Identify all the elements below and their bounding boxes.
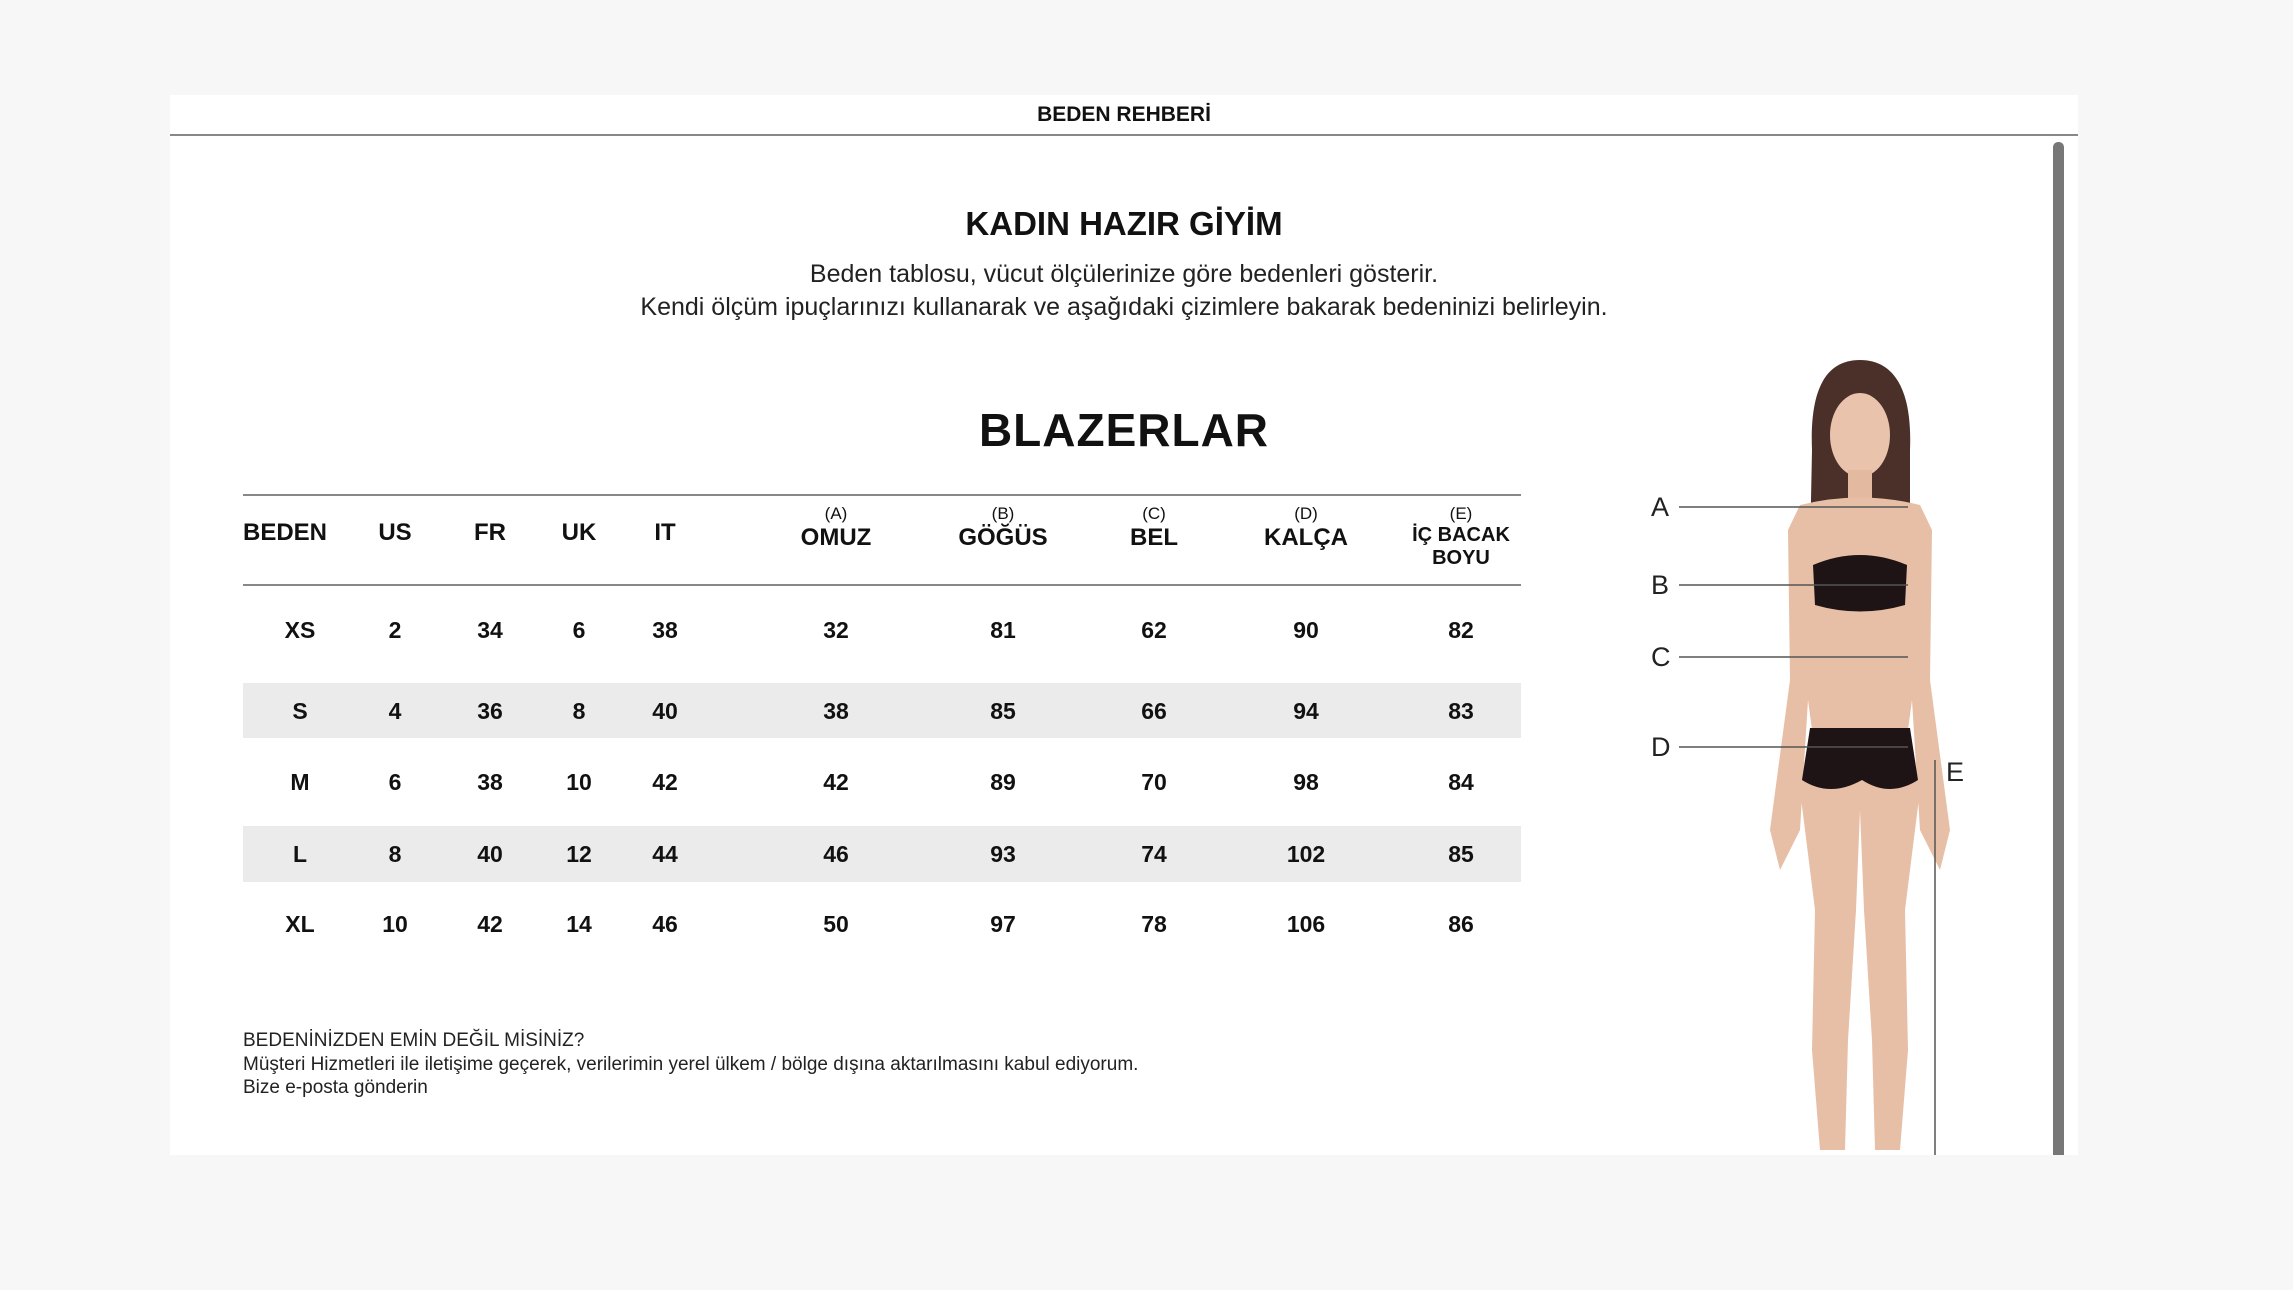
column-header-label: IT <box>654 519 676 546</box>
table-cell: 85 <box>1448 841 1474 867</box>
table-cell: 90 <box>1293 617 1319 643</box>
table-cell: 40 <box>652 697 678 724</box>
column-header-label: FR <box>474 519 506 546</box>
table-cell: 40 <box>477 841 503 867</box>
modal-title: BEDEN REHBERİ <box>170 95 2078 136</box>
body-illustration <box>1770 360 1950 1150</box>
table-cell: 82 <box>1448 617 1474 643</box>
table-cell: 97 <box>990 911 1016 937</box>
table-cell: 38 <box>477 769 503 795</box>
body-measurement-figure <box>1770 360 1950 1150</box>
column-measure-code: (A) <box>824 504 848 523</box>
table-cell: 46 <box>823 841 849 867</box>
table-row: L 8 40 12 44 46 93 74 102 85 <box>243 826 1521 882</box>
table-cell: 62 <box>1141 617 1167 643</box>
table-cell: S <box>292 697 308 724</box>
column-header-label: KALÇA <box>1264 524 1348 551</box>
table-cell: 12 <box>566 841 592 867</box>
table-cell: 8 <box>572 697 586 724</box>
table-cell: XL <box>285 911 315 937</box>
table-cell: XS <box>284 617 316 643</box>
table-cell: 94 <box>1293 697 1319 724</box>
column-header-label: BEL <box>1130 524 1178 551</box>
table-cell: 42 <box>477 911 503 937</box>
footer-question: BEDENİNİZDEN EMİN DEĞİL MİSİNİZ? <box>243 1030 585 1051</box>
table-row: XS 2 34 6 38 32 81 62 90 82 <box>243 602 1521 658</box>
table-cell: 6 <box>388 769 402 795</box>
table-cell: 34 <box>477 617 503 643</box>
column-measure-code: (E) <box>1449 504 1473 523</box>
table-cell: 14 <box>566 911 592 937</box>
table-cell: 106 <box>1286 911 1326 937</box>
column-header: US <box>378 519 411 547</box>
column-header-label: BEDEN <box>243 519 328 546</box>
table-cell: M <box>290 769 310 795</box>
table-cell: 98 <box>1293 769 1319 795</box>
table-cell: 85 <box>990 697 1016 724</box>
subtitle-line-2: Kendi ölçüm ipuçlarınızı kullanarak ve a… <box>640 293 1608 321</box>
column-header: UK <box>562 519 597 547</box>
table-cell: 46 <box>652 911 678 937</box>
table-cell: 10 <box>566 769 592 795</box>
table-cell: 93 <box>990 841 1016 867</box>
column-header-label: US <box>378 519 412 546</box>
email-link[interactable]: Bize e-posta gönderin <box>243 1077 428 1098</box>
table-cell: 102 <box>1286 841 1326 867</box>
table-cell: 81 <box>990 617 1016 643</box>
size-guide-modal: BEDEN REHBERİ KADIN HAZIR GİYİM Beden ta… <box>170 95 2078 1155</box>
table-header-divider <box>243 584 1521 586</box>
column-header: (D) KALÇA <box>1264 504 1348 552</box>
column-header-label: UK <box>561 519 597 546</box>
table-cell: 38 <box>652 617 678 643</box>
table-cell: 42 <box>652 769 678 795</box>
column-header: (A) OMUZ <box>801 504 872 552</box>
column-header: IT <box>654 519 675 547</box>
table-cell: 8 <box>388 841 402 867</box>
column-header-label: GÖĞÜS <box>958 524 1048 551</box>
column-header: (B) GÖĞÜS <box>958 504 1047 552</box>
table-cell: 78 <box>1141 911 1167 937</box>
column-header: (E) İÇ BACAK BOYU <box>1401 504 1521 570</box>
table-cell: 44 <box>652 841 678 867</box>
table-row: M 6 38 10 42 42 89 70 98 84 <box>243 754 1521 810</box>
table-cell: 6 <box>572 617 586 643</box>
section-title: KADIN HAZIR GİYİM <box>965 205 1283 242</box>
table-cell: 84 <box>1448 769 1474 795</box>
table-cell: 2 <box>388 617 402 643</box>
column-header-label: İÇ BACAK BOYU <box>1412 524 1510 569</box>
table-row: XL 10 42 14 46 50 97 78 106 86 <box>243 898 1521 950</box>
table-cell: 4 <box>388 697 402 724</box>
column-header: (C) BEL <box>1130 504 1178 552</box>
scrollbar[interactable] <box>2053 142 2064 1155</box>
column-header: BEDEN <box>243 519 327 547</box>
table-cell: 89 <box>990 769 1016 795</box>
table-cell: 83 <box>1448 697 1474 724</box>
table-cell: 74 <box>1141 841 1167 867</box>
table-cell: 36 <box>477 697 503 724</box>
subtitle-line-1: Beden tablosu, vücut ölçülerinize göre b… <box>809 260 1439 288</box>
table-cell: 50 <box>823 911 849 937</box>
column-measure-code: (C) <box>1142 504 1166 523</box>
table-cell: 32 <box>823 617 849 643</box>
column-measure-code: (B) <box>991 504 1015 523</box>
column-header-label: OMUZ <box>800 524 872 551</box>
table-cell: 86 <box>1448 911 1474 937</box>
table-cell: L <box>292 841 308 867</box>
table-cell: 42 <box>823 769 849 795</box>
table-cell: 70 <box>1141 769 1167 795</box>
footer-consent: Müşteri Hizmetleri ile iletişime geçerek… <box>243 1054 1139 1075</box>
category-title: BLAZERLAR <box>978 404 1270 456</box>
column-measure-code: (D) <box>1294 504 1318 523</box>
column-header: FR <box>474 519 506 547</box>
table-top-divider <box>243 494 1521 496</box>
table-cell: 10 <box>382 911 408 937</box>
table-cell: 66 <box>1141 697 1167 724</box>
table-cell: 38 <box>823 697 849 724</box>
table-row: S 4 36 8 40 38 85 66 94 83 <box>243 683 1521 738</box>
measurement-lines <box>1650 350 2070 1155</box>
